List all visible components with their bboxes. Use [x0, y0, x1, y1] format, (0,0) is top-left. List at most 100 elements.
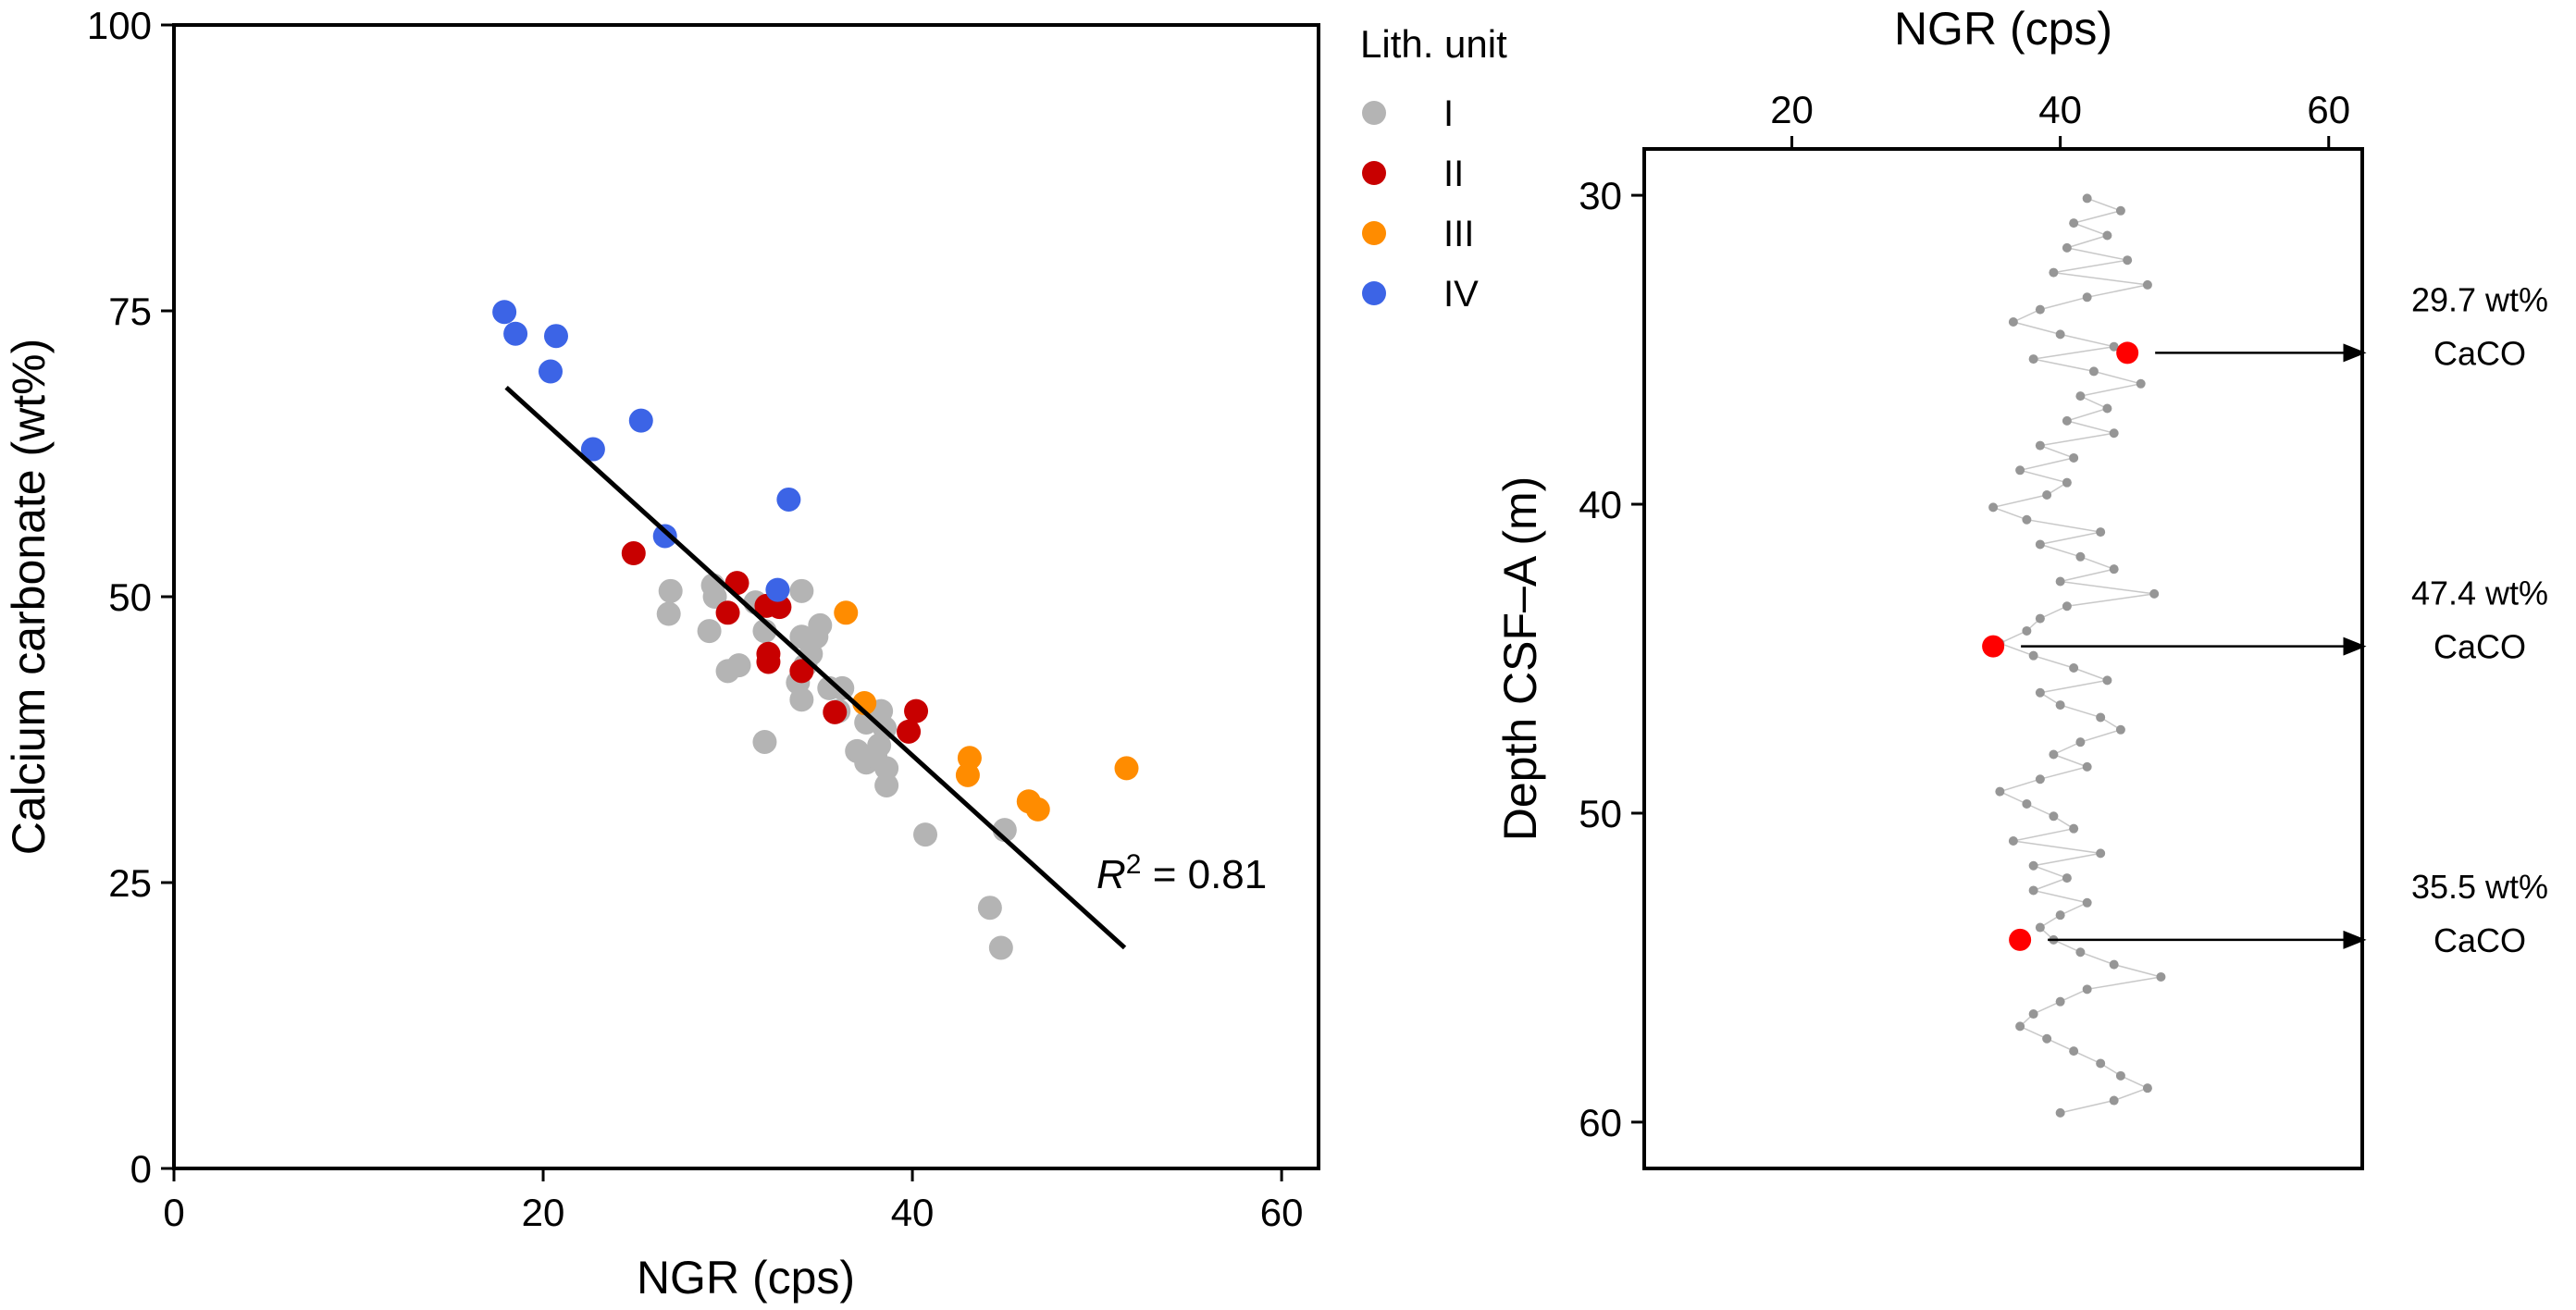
highlight-value-label-0: 29.7 wt%: [2411, 280, 2548, 318]
ngr-sample-2: [2069, 218, 2079, 229]
depth-y-tick-label-40: 40: [1579, 483, 1622, 526]
ngr-sample-4: [2062, 242, 2072, 253]
depth-profile-panel: 20 40 60 30 40 50 60 29.7 wt% CaCO 47.4 wt% CaCO 3…: [1494, 3, 2548, 1170]
point-unit-I-3: [702, 585, 727, 609]
ngr-sample-6: [2049, 267, 2059, 278]
ngr-sample-73: [2109, 1095, 2119, 1106]
ngr-sample-10: [2008, 317, 2018, 328]
legend-marker-III: [1362, 221, 1386, 245]
depth-y-tick-label-50: 50: [1579, 792, 1622, 835]
r-squared-value: = 0.81: [1141, 852, 1267, 897]
ngr-sample-1: [2115, 205, 2125, 216]
depth-y-tick-label-30: 30: [1579, 174, 1622, 217]
point-unit-IV-3: [539, 359, 564, 384]
ngr-sample-57: [2082, 897, 2092, 908]
ngr-sample-53: [2096, 848, 2106, 859]
point-unit-IV-1: [503, 321, 528, 346]
point-unit-IV-2: [543, 324, 568, 349]
ngr-sample-23: [2062, 477, 2072, 488]
ngr-sample-55: [2062, 873, 2072, 884]
point-unit-I-26: [867, 733, 892, 758]
point-unit-I-30: [913, 822, 938, 847]
point-unit-II-8: [823, 699, 848, 724]
r-squared-annotation: R2 = 0.81: [1096, 849, 1267, 898]
ngr-sample-29: [2075, 551, 2086, 562]
ngr-sample-16: [2075, 391, 2086, 402]
legend-marker-II: [1362, 161, 1386, 185]
x-tick-label-0: 0: [163, 1191, 184, 1234]
ngr-sample-21: [2069, 452, 2079, 463]
ngr-sample-51: [2069, 823, 2079, 834]
ngr-sample-58: [2055, 910, 2065, 921]
point-unit-I-12: [808, 612, 833, 637]
point-unit-I-1: [656, 601, 681, 626]
point-unit-I-16: [789, 687, 814, 712]
ngr-sample-64: [2082, 984, 2092, 995]
point-unit-III-0: [834, 600, 859, 625]
x-tick-label-60: 60: [1260, 1191, 1304, 1234]
ngr-sample-62: [2109, 959, 2119, 970]
r-squared-superscript: 2: [1126, 849, 1142, 880]
point-unit-IV-8: [765, 577, 790, 602]
ngr-sample-43: [2115, 724, 2125, 735]
depth-x-axis-label: NGR (cps): [1894, 3, 2112, 55]
point-unit-I-4: [697, 619, 722, 644]
point-unit-II-9: [904, 698, 929, 723]
x-tick-label-20: 20: [522, 1191, 565, 1234]
ngr-sample-74: [2055, 1107, 2065, 1118]
ngr-depth-series: [1988, 193, 2166, 1118]
ngr-sample-31: [2055, 576, 2065, 587]
ngr-sample-17: [2102, 403, 2112, 414]
ngr-sample-59: [2035, 922, 2045, 933]
point-unit-I-0: [658, 578, 683, 603]
ngr-sample-15: [2136, 378, 2146, 389]
point-unit-I-28: [874, 772, 899, 797]
highlight-annotations: 29.7 wt% CaCO 47.4 wt% CaCO 35.5 wt% CaCO: [1982, 280, 2548, 959]
ngr-sample-30: [2109, 564, 2119, 575]
point-unit-IV-6: [652, 524, 677, 549]
ngr-sample-11: [2055, 329, 2065, 340]
x-tick-label-40: 40: [891, 1191, 935, 1234]
ngr-sample-39: [2102, 675, 2112, 686]
ngr-sample-42: [2096, 712, 2106, 723]
legend-label-II: II: [1443, 154, 1464, 194]
ngr-sample-61: [2075, 947, 2086, 958]
y-tick-label-75: 75: [108, 290, 152, 333]
depth-y-axis-label: Depth CSF–A (m): [1494, 476, 1546, 842]
point-unit-I-29: [752, 729, 777, 754]
y-tick-label-100: 100: [87, 4, 152, 47]
ngr-sample-69: [2069, 1046, 2079, 1057]
y-tick-label-25: 25: [108, 861, 152, 905]
legend-marker-I: [1362, 101, 1386, 125]
ngr-sample-32: [2149, 588, 2160, 599]
ngr-sample-20: [2035, 440, 2045, 451]
ngr-sample-49: [2022, 798, 2032, 809]
ngr-sample-63: [2156, 971, 2166, 982]
ngr-sample-5: [2123, 255, 2133, 266]
point-unit-III-3: [955, 762, 980, 787]
ngr-sample-41: [2055, 700, 2065, 711]
point-unit-III-5: [1025, 797, 1050, 822]
point-unit-III-6: [1114, 756, 1139, 781]
ngr-sample-54: [2028, 860, 2038, 871]
scatter-axis-ticks: 0 20 40 60 0 25 50 75 100: [87, 4, 1304, 1234]
ngr-sample-72: [2142, 1083, 2152, 1094]
ngr-sample-35: [2022, 625, 2032, 636]
ngr-sample-67: [2015, 1021, 2025, 1032]
depth-x-tick-label-40: 40: [2038, 88, 2082, 131]
point-unit-IV-4: [628, 408, 653, 433]
point-unit-I-27: [874, 756, 899, 781]
ngr-sample-7: [2142, 279, 2152, 290]
depth-x-tick-label-60: 60: [2307, 88, 2350, 131]
point-unit-II-6: [756, 649, 781, 674]
ngr-sample-3: [2102, 230, 2112, 241]
point-unit-IV-5: [580, 437, 605, 462]
depth-axis-ticks: 20 40 60 30 40 50 60: [1579, 88, 2350, 1144]
ngr-sample-52: [2008, 836, 2018, 847]
depth-plot-frame: [1642, 147, 2364, 1170]
legend-label-IV: IV: [1443, 274, 1479, 315]
ngr-sample-40: [2035, 687, 2045, 698]
highlight-value-label-2: 35.5 wt%: [2411, 868, 2548, 906]
point-unit-II-0: [621, 541, 646, 566]
